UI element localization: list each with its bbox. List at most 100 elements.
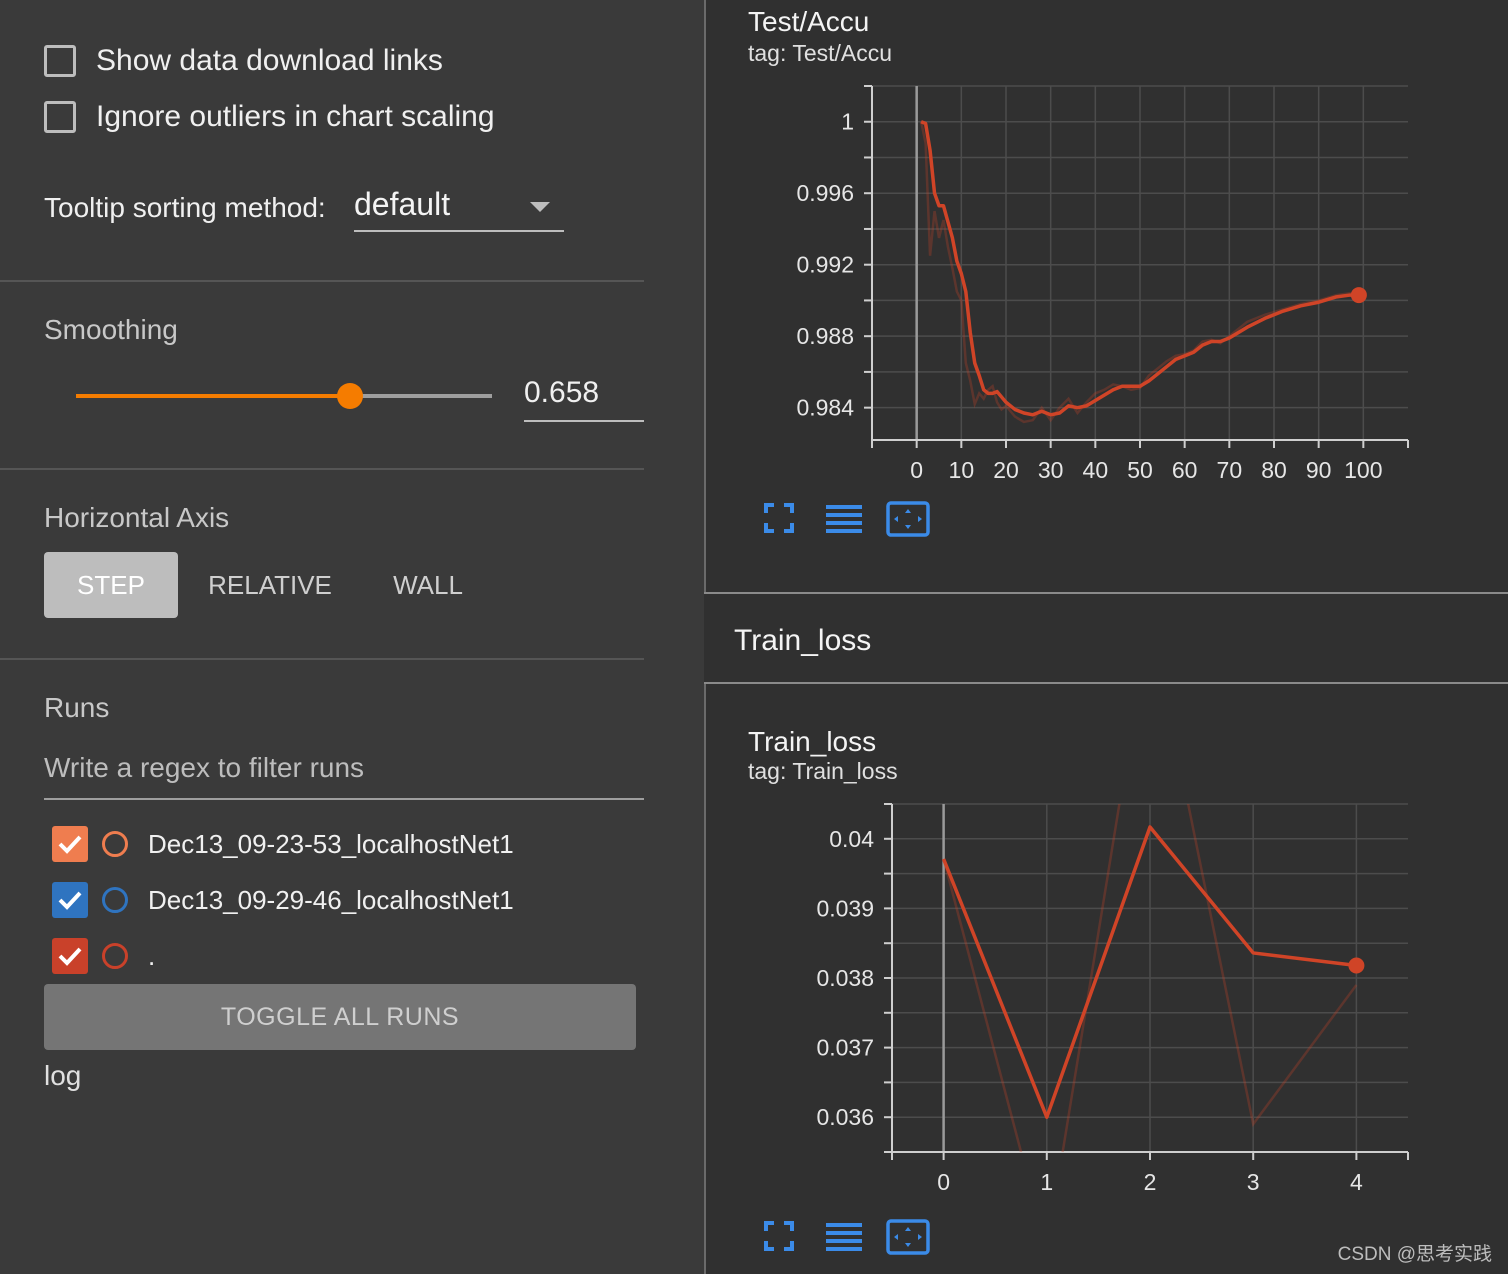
fit-domain-arrows (894, 509, 922, 529)
dropdown-arrow-icon (530, 202, 550, 212)
line-chart-train-loss[interactable]: 0.04 0.039 0.038 0.037 0.036 0 1 2 3 4 (706, 684, 1508, 1274)
run-label: . (148, 940, 156, 971)
x-tick-label: 0 (910, 457, 923, 483)
y-tick-label: 0.988 (796, 323, 854, 349)
group-header-train-loss[interactable]: Train_loss (704, 592, 1508, 684)
tooltip-sorting-select[interactable]: default (354, 184, 564, 232)
fit-domain-frame (886, 501, 930, 537)
checkbox-unchecked-icon[interactable] (44, 45, 76, 77)
run-item[interactable]: Dec13_09-29-46_localhostNet1 (52, 882, 514, 918)
main-panel: Test/Accu tag: Test/Accu 1 0.996 0.992 0.98… (704, 0, 1508, 1274)
menu-line (826, 1231, 862, 1235)
fit-domain-icon[interactable] (886, 501, 930, 537)
x-tick-label: 30 (1038, 457, 1064, 483)
menu-line (826, 1239, 862, 1243)
run-color-circle[interactable] (102, 887, 128, 913)
x-tick-label: 4 (1350, 1169, 1363, 1195)
chart-card-train-loss: Train_loss tag: Train_loss 0.04 0.039 0.03… (704, 684, 1508, 1274)
y-tick-label: 0.037 (816, 1035, 874, 1061)
x-tick-label: 40 (1083, 457, 1109, 483)
last-point-marker (1348, 957, 1365, 974)
x-tick-label: 60 (1172, 457, 1198, 483)
menu-line (826, 1247, 862, 1251)
run-label: Dec13_09-23-53_localhostNet1 (148, 828, 514, 859)
ignore-outliers-checkbox[interactable]: Ignore outliers in chart scaling (44, 100, 495, 134)
smoothing-slider-thumb[interactable] (336, 383, 363, 409)
menu-line (826, 505, 862, 509)
chart-card-test-accu: Test/Accu tag: Test/Accu 1 0.996 0.992 0.98… (704, 0, 1508, 592)
fullscreen-icon-path (764, 503, 794, 533)
raw-series-line (942, 804, 1358, 1152)
group-title: Train_loss (734, 624, 872, 657)
toggle-log-scale-icon[interactable] (826, 1223, 862, 1251)
axis-relative-button[interactable]: RELATIVE (208, 569, 332, 600)
y-tick-label: 0.04 (829, 826, 874, 852)
menu-line (826, 513, 862, 517)
checkmark-icon (58, 947, 82, 966)
chart-title: Test/Accu (748, 6, 870, 37)
chart-tag: tag: Test/Accu (748, 40, 893, 66)
x-tick-label: 70 (1217, 457, 1243, 483)
axis-step-button[interactable]: STEP (44, 552, 178, 618)
y-tick-label: 0.992 (796, 252, 854, 278)
line-chart-test-accu[interactable]: 1 0.996 0.992 0.988 0.984 0 10 20 30 40 50 60 70 80 90… (706, 0, 1508, 592)
fullscreen-icon[interactable] (764, 503, 794, 533)
tooltip-sorting-value: default (354, 186, 451, 222)
checkbox-unchecked-icon[interactable] (44, 101, 76, 133)
x-tick-label: 100 (1344, 457, 1382, 483)
menu-line (826, 521, 862, 525)
x-tick-label: 3 (1247, 1169, 1260, 1195)
x-tick-label: 50 (1127, 457, 1153, 483)
series-line (941, 825, 1357, 1119)
y-tick-label: 0.036 (816, 1104, 874, 1130)
divider (0, 658, 644, 660)
series-line (920, 120, 1359, 417)
divider (0, 280, 644, 282)
x-tick-label: 1 (1040, 1169, 1053, 1195)
x-tick-label: 90 (1306, 457, 1332, 483)
run-item[interactable]: . (52, 938, 155, 974)
checkmark-icon (58, 891, 82, 910)
ignore-outliers-label: Ignore outliers in chart scaling (96, 100, 495, 133)
watermark: CSDN @思考实践 (1337, 1244, 1492, 1265)
show-download-links-checkbox[interactable]: Show data download links (44, 44, 443, 78)
show-download-links-label: Show data download links (96, 44, 443, 77)
fit-domain-icon[interactable] (886, 1219, 930, 1255)
run-color-circle[interactable] (102, 943, 128, 969)
checkmark-icon (58, 835, 82, 854)
smoothing-input[interactable]: 0.658 (524, 376, 644, 422)
run-checkbox[interactable] (52, 882, 88, 918)
log-dir-label: log (44, 1060, 82, 1091)
menu-line (826, 529, 862, 533)
axis-wall-button[interactable]: WALL (393, 569, 463, 600)
horizontal-axis-title: Horizontal Axis (44, 502, 230, 533)
smoothing-slider[interactable] (76, 383, 492, 409)
run-checkbox[interactable] (52, 938, 88, 974)
smoothing-slider-fill (76, 394, 350, 398)
runs-title: Runs (44, 692, 110, 723)
fullscreen-icon[interactable] (764, 1221, 794, 1251)
toggle-all-runs-button[interactable]: TOGGLE ALL RUNS (44, 984, 636, 1050)
toggle-log-scale-icon[interactable] (826, 505, 862, 533)
y-tick-label: 0.996 (796, 180, 854, 206)
y-tick-label: 0.038 (816, 965, 874, 991)
divider (0, 468, 644, 470)
chart-title: Train_loss (748, 726, 877, 757)
run-color-circle[interactable] (102, 831, 128, 857)
run-item[interactable]: Dec13_09-23-53_localhostNet1 (52, 826, 514, 862)
last-point-marker (1350, 287, 1367, 304)
sidebar: Show data download links Ignore outliers… (0, 0, 704, 1274)
y-tick-label: 0.039 (816, 895, 874, 921)
x-tick-label: 0 (937, 1169, 950, 1195)
x-tick-label: 10 (949, 457, 975, 483)
x-tick-label: 20 (993, 457, 1019, 483)
tooltip-sorting-label: Tooltip sorting method: (44, 192, 326, 223)
smoothing-title: Smoothing (44, 314, 178, 345)
run-checkbox[interactable] (52, 826, 88, 862)
y-tick-label: 0.984 (796, 395, 854, 421)
chart-tag: tag: Train_loss (748, 758, 898, 784)
fullscreen-icon-path (764, 1221, 794, 1251)
x-tick-label: 2 (1144, 1169, 1157, 1195)
run-filter-input[interactable]: Write a regex to filter runs (44, 752, 644, 800)
menu-line (826, 1223, 862, 1227)
